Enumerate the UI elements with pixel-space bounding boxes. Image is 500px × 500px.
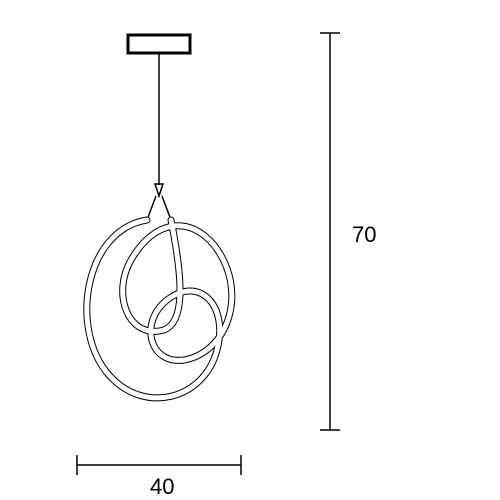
- technical-drawing: [0, 0, 500, 500]
- width-dimension-label: 40: [150, 474, 174, 500]
- height-dimension-label: 70: [352, 222, 376, 248]
